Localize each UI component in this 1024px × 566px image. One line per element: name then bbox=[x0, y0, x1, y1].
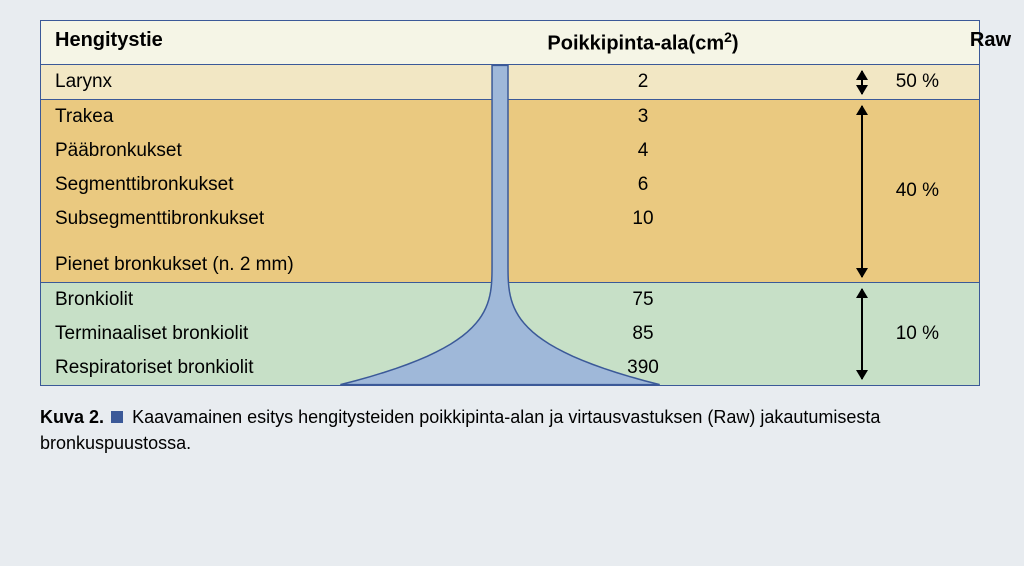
cell-name: Terminaaliset bronkiolit bbox=[41, 317, 489, 351]
table-row: Segmenttibronkukset6 bbox=[41, 168, 979, 202]
cell-area bbox=[489, 236, 797, 248]
cell-name: Subsegmenttibronkukset bbox=[41, 202, 489, 236]
table-row: Pääbronkukset4 bbox=[41, 134, 979, 168]
cell-area: 2 bbox=[489, 65, 797, 99]
range-arrow bbox=[861, 71, 863, 94]
cell-area: 4 bbox=[489, 134, 797, 168]
col-header-raw: Raw bbox=[797, 21, 1024, 64]
cell-name: Larynx bbox=[41, 65, 489, 99]
cell-area bbox=[489, 248, 797, 282]
table-row: Trakea3 bbox=[41, 100, 979, 134]
raw-percent: 10 % bbox=[896, 323, 939, 345]
table-row: Respiratoriset bronkiolit390 bbox=[41, 351, 979, 385]
airway-table: Hengitystie Poikkipinta-ala(cm2) Poikkip… bbox=[40, 20, 980, 386]
cell-area: 10 bbox=[489, 202, 797, 236]
cell-raw bbox=[797, 283, 1024, 317]
raw-percent: 40 % bbox=[896, 180, 939, 202]
cell-raw bbox=[797, 236, 1024, 248]
col-header-name: Hengitystie bbox=[41, 21, 489, 64]
cell-name: Bronkiolit bbox=[41, 283, 489, 317]
table-section: Larynx250 % bbox=[41, 65, 979, 100]
cell-area: 390 bbox=[489, 351, 797, 385]
table-body: Larynx250 %Trakea3Pääbronkukset4Segmentt… bbox=[41, 65, 979, 385]
range-arrow bbox=[861, 289, 863, 379]
cell-area: 75 bbox=[489, 283, 797, 317]
caption-label: Kuva 2. bbox=[40, 407, 104, 427]
caption-square-icon bbox=[111, 411, 123, 423]
table-header: Hengitystie Poikkipinta-ala(cm2) Poikkip… bbox=[41, 21, 979, 65]
cell-area: 3 bbox=[489, 100, 797, 134]
caption-text: Kaavamainen esitys hengitysteiden poikki… bbox=[40, 407, 880, 453]
cell-area: 85 bbox=[489, 317, 797, 351]
cell-name: Trakea bbox=[41, 100, 489, 134]
cell-name: Respiratoriset bronkiolit bbox=[41, 351, 489, 385]
table-row: Pienet bronkukset (n. 2 mm) bbox=[41, 248, 979, 282]
cell-raw bbox=[797, 134, 1024, 168]
cell-raw bbox=[797, 202, 1024, 236]
figure-caption: Kuva 2. Kaavamainen esitys hengitysteide… bbox=[40, 404, 980, 456]
col-header-area: Poikkipinta-ala(cm2) Poikkipinta-ala(cm2… bbox=[489, 21, 797, 64]
cell-raw bbox=[797, 351, 1024, 385]
cell-area: 6 bbox=[489, 168, 797, 202]
raw-percent: 50 % bbox=[896, 71, 939, 93]
cell-name: Pääbronkukset bbox=[41, 134, 489, 168]
cell-name bbox=[41, 236, 489, 248]
cell-raw bbox=[797, 100, 1024, 134]
table-row: Subsegmenttibronkukset10 bbox=[41, 202, 979, 236]
table-row bbox=[41, 236, 979, 248]
figure: Hengitystie Poikkipinta-ala(cm2) Poikkip… bbox=[40, 20, 980, 456]
table-row: Bronkiolit75 bbox=[41, 283, 979, 317]
range-arrow bbox=[861, 106, 863, 277]
cell-raw bbox=[797, 248, 1024, 282]
table-section: Trakea3Pääbronkukset4Segmenttibronkukset… bbox=[41, 100, 979, 283]
cell-name: Pienet bronkukset (n. 2 mm) bbox=[41, 248, 489, 282]
table-row: Terminaaliset bronkiolit85 bbox=[41, 317, 979, 351]
cell-name: Segmenttibronkukset bbox=[41, 168, 489, 202]
table-row: Larynx2 bbox=[41, 65, 979, 99]
table-section: Bronkiolit75Terminaaliset bronkiolit85Re… bbox=[41, 283, 979, 385]
